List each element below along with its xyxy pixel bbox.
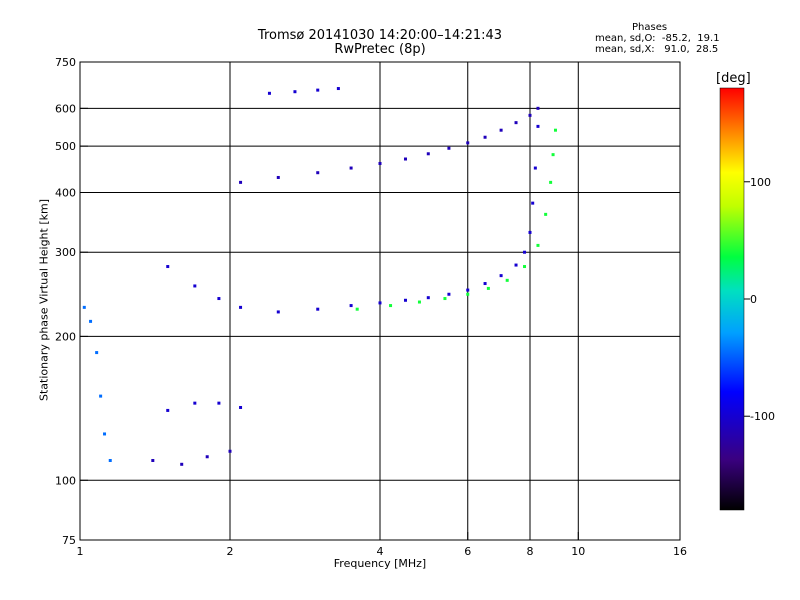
echo-point: [536, 243, 540, 247]
echo-point: [389, 304, 393, 308]
y-tick-label: 100: [55, 474, 76, 487]
x-tick-label: 6: [464, 545, 471, 558]
echo-point: [103, 432, 107, 436]
echo-point: [549, 180, 553, 184]
echo-point: [228, 449, 232, 453]
chart-title: Tromsø 20141030 14:20:00–14:21:43: [257, 28, 503, 43]
echo-point: [466, 141, 470, 145]
echo-point: [483, 282, 487, 286]
chart-subtitle: RwPretec (8p): [334, 42, 426, 57]
echo-point: [544, 212, 548, 216]
echo-point: [417, 300, 421, 304]
echo-point: [276, 310, 280, 314]
echo-point: [95, 351, 99, 355]
echo-point: [99, 394, 103, 398]
x-tick-label: 1: [77, 545, 84, 558]
echo-point: [151, 458, 155, 462]
colorbar-tick-label: 100: [750, 176, 771, 189]
echo-point: [316, 307, 320, 311]
echo-point: [443, 297, 447, 301]
echo-point: [466, 288, 470, 292]
echo-point: [239, 180, 243, 184]
echo-point: [531, 201, 535, 205]
axis-ticks: 1 2 4 6 8 10 16 75 100 200 300 400 500 600 750: [55, 56, 687, 558]
x-tick-label: 10: [571, 545, 585, 558]
echo-point: [316, 171, 320, 175]
phase-stats-o: mean, sd,O: -85.2, 19.1: [595, 33, 720, 44]
echo-point: [483, 135, 487, 139]
echo-point: [528, 113, 532, 117]
echo-point: [108, 458, 112, 462]
colorbar-tick-label: -100: [750, 410, 775, 423]
echo-point: [293, 90, 297, 94]
echo-point: [426, 152, 430, 156]
x-tick-label: 2: [227, 545, 234, 558]
echo-point: [89, 319, 93, 323]
y-tick-label: 750: [55, 56, 76, 69]
y-axis-label: Stationary phase Virtual Height [km]: [37, 198, 51, 402]
echo-point: [447, 146, 451, 150]
echo-point: [349, 166, 353, 170]
echo-point: [553, 128, 557, 132]
y-tick-label: 600: [55, 102, 76, 115]
echo-point: [82, 305, 86, 309]
x-tick-label: 8: [527, 545, 534, 558]
echo-point: [276, 175, 280, 179]
echo-point: [536, 124, 540, 128]
echo-points: [82, 87, 557, 466]
echo-point: [193, 401, 197, 405]
echo-point: [523, 265, 527, 269]
echo-point: [355, 307, 359, 311]
echo-point: [180, 462, 184, 466]
echo-point: [505, 278, 509, 282]
echo-point: [267, 91, 271, 95]
echo-point: [426, 296, 430, 300]
echo-point: [217, 297, 221, 301]
echo-point: [403, 157, 407, 161]
echo-point: [349, 304, 353, 308]
echo-point: [378, 301, 382, 305]
echo-point: [499, 128, 503, 132]
echo-point: [205, 455, 209, 459]
echo-point: [499, 274, 503, 278]
echo-point: [447, 292, 451, 296]
phase-stats-heading: Phases: [632, 22, 668, 33]
colorbar: [719, 87, 745, 511]
echo-point: [403, 298, 407, 302]
echo-point: [466, 292, 470, 296]
echo-point: [316, 88, 320, 92]
echo-point: [533, 166, 537, 170]
x-tick-label: 16: [673, 545, 687, 558]
grid: [80, 62, 680, 540]
echo-point: [528, 230, 532, 234]
echo-point: [378, 161, 382, 165]
y-tick-label: 400: [55, 186, 76, 199]
echo-point: [336, 87, 340, 91]
phase-stats-x: mean, sd,X: 91.0, 28.5: [595, 44, 719, 55]
colorbar-ticks: 100 0 -100: [744, 176, 775, 423]
y-tick-label: 500: [55, 140, 76, 153]
echo-point: [514, 263, 518, 267]
x-axis-label: Frequency [MHz]: [333, 557, 427, 570]
y-tick-label: 300: [55, 246, 76, 259]
echo-point: [514, 121, 518, 125]
colorbar-label: [deg]: [716, 71, 751, 86]
echo-point: [166, 408, 170, 412]
x-tick-label: 4: [377, 545, 384, 558]
echo-point: [239, 405, 243, 409]
colorbar-tick-label: 0: [750, 293, 757, 306]
y-tick-label: 75: [62, 534, 76, 547]
echo-point: [551, 153, 555, 157]
echo-point: [217, 401, 221, 405]
echo-point: [536, 106, 540, 110]
echo-point: [486, 286, 490, 290]
echo-point: [239, 305, 243, 309]
echo-point: [166, 265, 170, 269]
echo-point: [193, 284, 197, 288]
echo-point: [523, 250, 527, 254]
y-tick-label: 200: [55, 330, 76, 343]
